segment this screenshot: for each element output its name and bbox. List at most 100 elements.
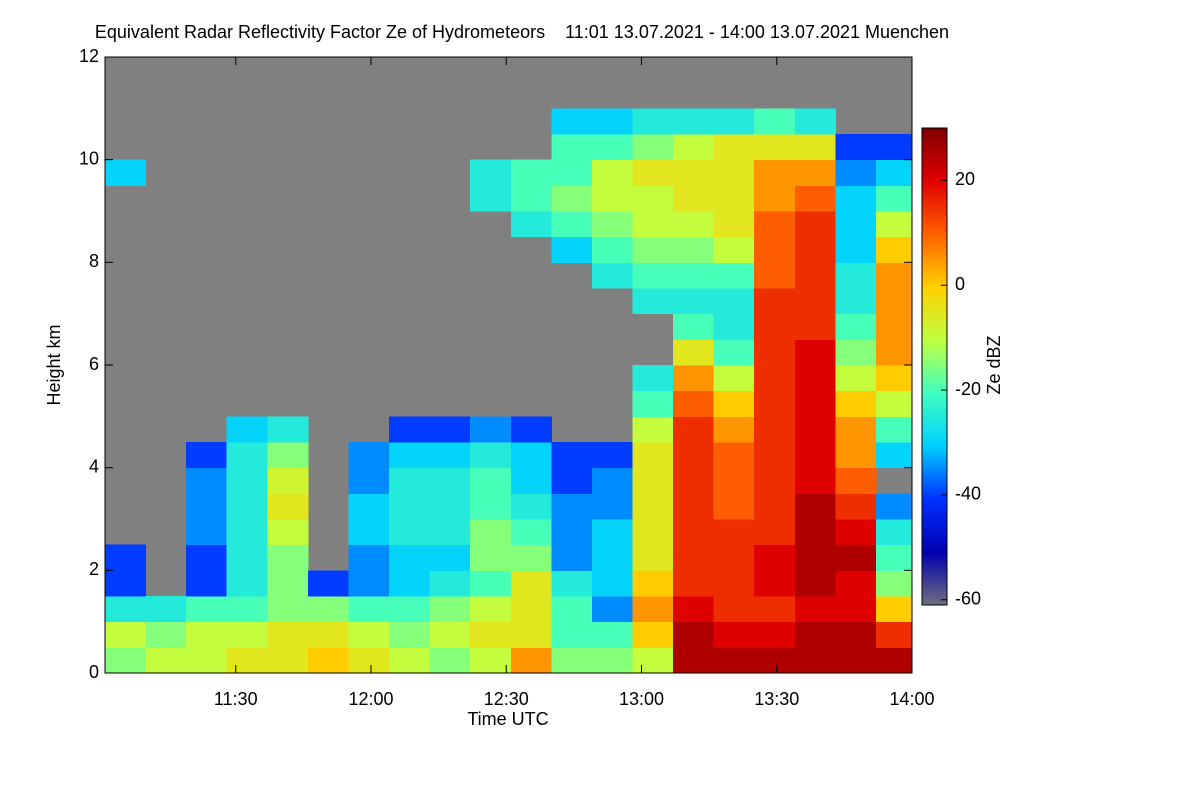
cell <box>429 596 471 623</box>
colorbar-tick-label: -40 <box>955 484 981 504</box>
cell <box>591 185 633 212</box>
cell <box>713 647 755 674</box>
cell <box>754 236 796 263</box>
cell <box>754 544 796 571</box>
cell <box>307 596 349 623</box>
cell <box>794 390 836 417</box>
cell <box>835 647 877 674</box>
cell <box>875 390 913 417</box>
cell <box>348 570 390 597</box>
chart-title: Equivalent Radar Reflectivity Factor Ze … <box>95 22 949 42</box>
cell <box>267 570 309 597</box>
cell <box>835 262 877 289</box>
cell <box>510 185 552 212</box>
cell <box>713 467 755 494</box>
cell <box>389 442 431 469</box>
cell <box>186 621 228 648</box>
cell <box>794 365 836 392</box>
cell <box>794 621 836 648</box>
cell <box>754 493 796 520</box>
cell <box>794 236 836 263</box>
cell <box>794 313 836 340</box>
cell <box>226 596 268 623</box>
cell <box>267 493 309 520</box>
cell <box>794 211 836 238</box>
cell <box>794 467 836 494</box>
colorbar <box>921 127 948 606</box>
cell <box>875 185 913 212</box>
x-axis-label: Time UTC <box>467 709 548 729</box>
cell <box>754 108 796 135</box>
cell <box>754 159 796 186</box>
cell <box>510 647 552 674</box>
cell <box>632 544 674 571</box>
cell <box>510 416 552 443</box>
cell <box>673 365 715 392</box>
cell <box>875 211 913 238</box>
cell <box>186 442 228 469</box>
cell <box>551 647 593 674</box>
cell <box>673 442 715 469</box>
cell <box>673 570 715 597</box>
cell <box>794 596 836 623</box>
cell <box>794 339 836 366</box>
cell <box>673 288 715 315</box>
cell <box>794 262 836 289</box>
cell <box>713 621 755 648</box>
cell <box>632 159 674 186</box>
cell <box>835 570 877 597</box>
cell <box>348 442 390 469</box>
cell <box>551 236 593 263</box>
cell <box>754 365 796 392</box>
cell <box>551 519 593 546</box>
cell <box>145 647 187 674</box>
cell <box>835 339 877 366</box>
cell <box>226 519 268 546</box>
cell <box>510 211 552 238</box>
cell <box>429 544 471 571</box>
cell <box>429 416 471 443</box>
y-tick-label: 6 <box>89 354 99 374</box>
cell <box>470 442 512 469</box>
cell <box>673 519 715 546</box>
cell <box>835 442 877 469</box>
cell <box>875 134 913 161</box>
cell <box>470 596 512 623</box>
x-tick-label: 13:30 <box>754 689 799 709</box>
cell <box>754 262 796 289</box>
cell <box>875 159 913 186</box>
cell <box>226 416 268 443</box>
cell <box>470 647 512 674</box>
cell <box>794 519 836 546</box>
cell <box>875 442 913 469</box>
cell <box>348 519 390 546</box>
cell <box>470 519 512 546</box>
cell <box>875 519 913 546</box>
cell <box>794 288 836 315</box>
y-tick-label: 10 <box>79 148 99 168</box>
cell <box>267 647 309 674</box>
cell <box>226 570 268 597</box>
cell <box>551 596 593 623</box>
cell <box>307 570 349 597</box>
cell <box>470 621 512 648</box>
cell <box>551 570 593 597</box>
x-tick-label: 14:00 <box>889 689 934 709</box>
cell <box>591 442 633 469</box>
cell <box>632 416 674 443</box>
cell <box>835 288 877 315</box>
cell <box>105 596 147 623</box>
cell <box>145 596 187 623</box>
cell <box>632 493 674 520</box>
cell <box>510 442 552 469</box>
cell <box>754 134 796 161</box>
cell <box>510 621 552 648</box>
cell <box>794 647 836 674</box>
cell <box>591 493 633 520</box>
cell <box>389 493 431 520</box>
cell <box>673 390 715 417</box>
cell <box>470 544 512 571</box>
cell <box>713 185 755 212</box>
cell <box>835 544 877 571</box>
cell <box>267 596 309 623</box>
